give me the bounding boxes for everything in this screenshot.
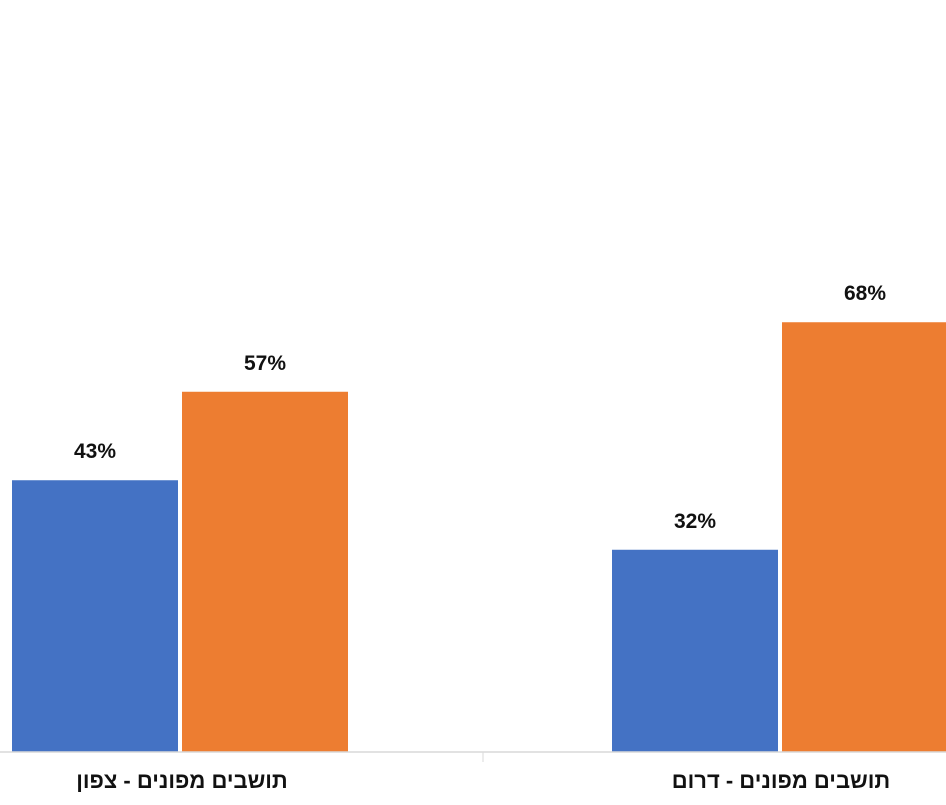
data-label-north-series-2: 57% — [244, 352, 286, 375]
bar-south-series-2 — [782, 322, 946, 752]
data-label-south-series-2: 68% — [844, 282, 886, 305]
category-labels-group: תושבים מפונים - צפון תושבים מפונים - דרו… — [76, 768, 890, 793]
bar-north-series-1 — [12, 480, 178, 752]
category-label-north: תושבים מפונים - צפון — [76, 768, 287, 793]
data-label-north-series-1: 43% — [74, 440, 116, 463]
value-labels-group: 43% 57% 32% 68% — [74, 282, 886, 533]
bar-south-series-1 — [612, 549, 778, 752]
category-label-south: תושבים מפונים - דרום — [672, 768, 890, 793]
data-label-south-series-1: 32% — [674, 510, 716, 533]
bars-group — [12, 322, 946, 752]
bar-north-series-2 — [182, 391, 348, 752]
